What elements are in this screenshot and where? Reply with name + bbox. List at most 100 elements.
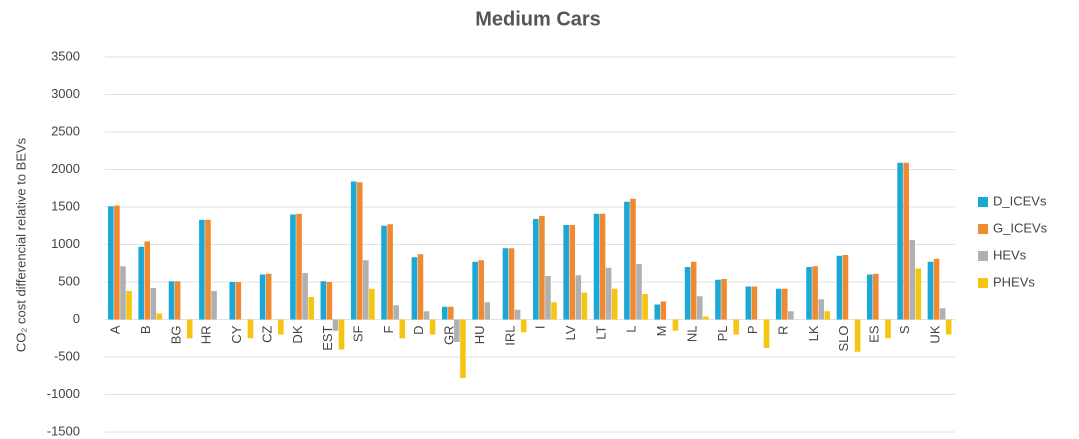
bar bbox=[381, 225, 387, 320]
x-tick-label: LV bbox=[563, 325, 578, 340]
y-axis-label: CO₂ cost differencial relative to BEVs bbox=[13, 137, 28, 352]
x-tick-label: UK bbox=[927, 325, 942, 343]
bar bbox=[836, 255, 843, 320]
bar bbox=[150, 288, 157, 320]
bar bbox=[144, 241, 151, 320]
bar bbox=[581, 292, 588, 320]
bar bbox=[715, 279, 721, 320]
bar bbox=[551, 302, 557, 320]
bar bbox=[211, 291, 217, 320]
bar bbox=[350, 181, 357, 320]
bar bbox=[338, 319, 345, 350]
bar bbox=[369, 288, 375, 320]
x-tick-label: L bbox=[624, 326, 639, 333]
bar bbox=[563, 225, 569, 320]
bar bbox=[247, 319, 254, 339]
bar bbox=[630, 198, 636, 320]
bar bbox=[520, 319, 527, 333]
bar bbox=[411, 257, 418, 320]
bar bbox=[114, 205, 120, 320]
bar bbox=[174, 281, 181, 320]
x-tick-label: SLO bbox=[836, 326, 851, 352]
bar bbox=[533, 219, 539, 320]
bar bbox=[356, 182, 363, 320]
legend-swatch bbox=[978, 278, 988, 288]
bar bbox=[611, 288, 618, 320]
bar bbox=[660, 301, 667, 320]
bar bbox=[818, 299, 824, 320]
bar bbox=[824, 311, 831, 320]
x-tick-label: M bbox=[654, 326, 669, 337]
bar bbox=[873, 273, 879, 320]
bar bbox=[302, 273, 308, 320]
y-tick-label: 3500 bbox=[51, 48, 80, 63]
bar bbox=[514, 309, 521, 320]
bar bbox=[199, 219, 205, 320]
x-tick-label: BG bbox=[168, 326, 183, 345]
bar bbox=[484, 302, 491, 320]
bar bbox=[788, 311, 794, 320]
x-tick-label: PL bbox=[715, 326, 730, 342]
bar bbox=[897, 162, 903, 320]
bar bbox=[259, 274, 266, 320]
y-tick-label: -1500 bbox=[47, 423, 80, 438]
legend-label: G_ICEVs bbox=[993, 220, 1048, 235]
bar bbox=[933, 258, 940, 320]
bar bbox=[672, 319, 679, 331]
x-tick-label: R bbox=[775, 326, 790, 335]
bar bbox=[478, 260, 484, 320]
bar bbox=[885, 319, 891, 339]
bar bbox=[854, 319, 861, 352]
bar bbox=[593, 213, 600, 320]
bar bbox=[745, 286, 752, 320]
bar bbox=[265, 273, 272, 320]
bar bbox=[545, 276, 551, 320]
bar bbox=[654, 304, 661, 320]
bar bbox=[945, 319, 952, 335]
bar bbox=[636, 264, 642, 320]
bar bbox=[751, 286, 758, 320]
x-tick-label: S bbox=[897, 325, 912, 334]
y-tick-label: 1500 bbox=[51, 198, 80, 213]
x-tick-label: CZ bbox=[259, 325, 274, 342]
bar bbox=[703, 316, 709, 320]
bar bbox=[296, 213, 302, 320]
bar bbox=[569, 225, 576, 320]
legend-label: HEVs bbox=[993, 247, 1027, 262]
bar bbox=[108, 206, 114, 320]
x-tick-label: HU bbox=[472, 326, 487, 345]
legend-swatch bbox=[978, 224, 988, 234]
chart-title: Medium Cars bbox=[475, 8, 601, 30]
legend-swatch bbox=[978, 251, 988, 261]
bar bbox=[332, 319, 339, 331]
bar bbox=[812, 266, 818, 320]
bar bbox=[186, 319, 193, 339]
bar bbox=[120, 266, 126, 320]
x-tick-label: D bbox=[411, 326, 426, 335]
bar bbox=[624, 201, 630, 320]
bar bbox=[781, 288, 788, 320]
bar bbox=[642, 294, 648, 320]
bar bbox=[696, 296, 703, 320]
y-tick-label: 3000 bbox=[51, 86, 80, 101]
bar bbox=[927, 261, 934, 320]
bar bbox=[235, 282, 242, 320]
legend-label: D_ICEVs bbox=[993, 193, 1047, 208]
bar bbox=[387, 224, 393, 320]
y-tick-label: -1000 bbox=[47, 386, 80, 401]
bar bbox=[721, 279, 727, 320]
x-tick-label: P bbox=[745, 326, 760, 335]
bar bbox=[733, 319, 739, 335]
bar bbox=[417, 254, 424, 320]
bar bbox=[508, 248, 515, 320]
bar bbox=[539, 216, 545, 320]
bar bbox=[909, 240, 916, 320]
y-tick-label: 1000 bbox=[51, 236, 80, 251]
bar bbox=[308, 297, 314, 320]
y-tick-label: 2500 bbox=[51, 123, 80, 138]
bar bbox=[326, 282, 333, 320]
bar bbox=[393, 305, 399, 320]
bar bbox=[599, 213, 606, 320]
x-tick-label: I bbox=[533, 326, 548, 330]
